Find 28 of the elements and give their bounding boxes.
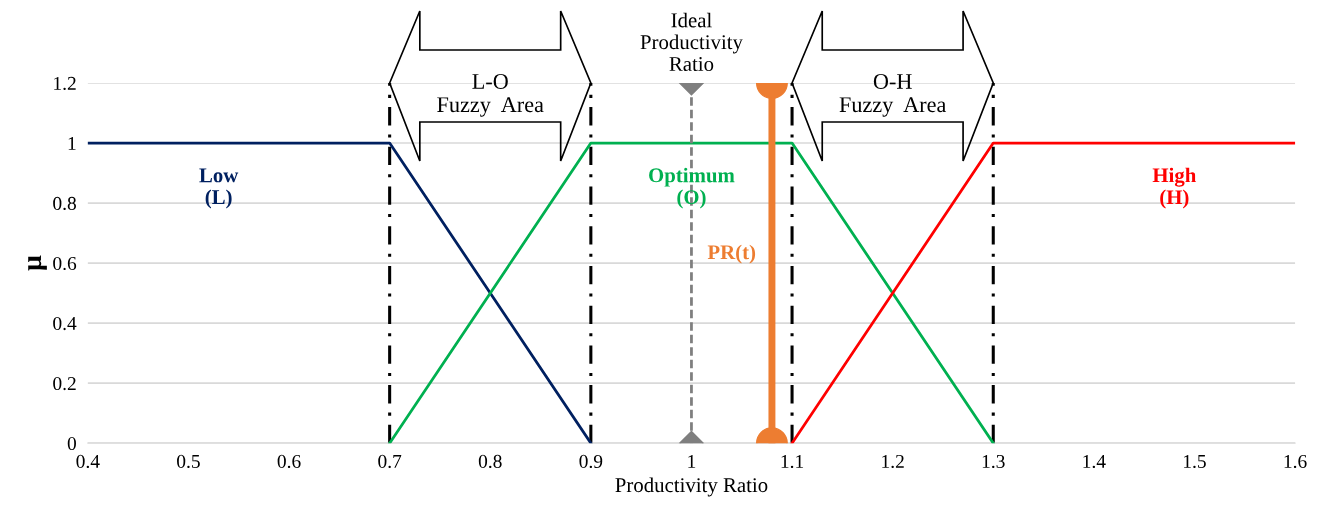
series-label: Low (L) <box>199 168 239 209</box>
x-tick-label: 1.3 <box>982 454 1005 469</box>
annotation: O-H Fuzzy Area <box>839 73 947 117</box>
x-tick-label: 0.6 <box>277 454 301 469</box>
series-label: Ideal Productivity Ratio <box>640 12 743 72</box>
x-tick-label: 1.5 <box>1184 454 1206 469</box>
series-label: PR(t) <box>707 244 756 264</box>
x-tick-label: 0.8 <box>478 454 502 469</box>
y-tick-label: 0.6 <box>53 256 77 271</box>
x-tick-label: 1.2 <box>882 454 904 469</box>
x-axis-title: Productivity Ratio <box>615 477 768 497</box>
x-tick-label: 1.4 <box>1083 454 1106 469</box>
x-tick-label: 0.5 <box>177 454 200 469</box>
series-label: Optimum (O) <box>649 167 735 209</box>
y-tick-label: 1.2 <box>54 76 76 91</box>
y-tick-label: 0.2 <box>53 376 76 391</box>
annotation: L-O Fuzzy Area <box>437 73 544 117</box>
series-label: High (H) <box>1152 167 1197 209</box>
y-tick-label: 0.4 <box>53 316 77 331</box>
x-tick-label: 0.9 <box>579 454 603 469</box>
x-tick-label: 0.7 <box>378 454 402 469</box>
x-tick-label: 1 <box>688 454 696 468</box>
y-tick-label: 0.8 <box>53 196 76 211</box>
x-tick-label: 1.6 <box>1284 454 1307 469</box>
y-tick-label: 1 <box>68 136 76 150</box>
y-tick-label: 0 <box>67 436 76 451</box>
y-axis-title: μ <box>28 255 47 271</box>
x-tick-label: 1.1 <box>781 454 804 469</box>
